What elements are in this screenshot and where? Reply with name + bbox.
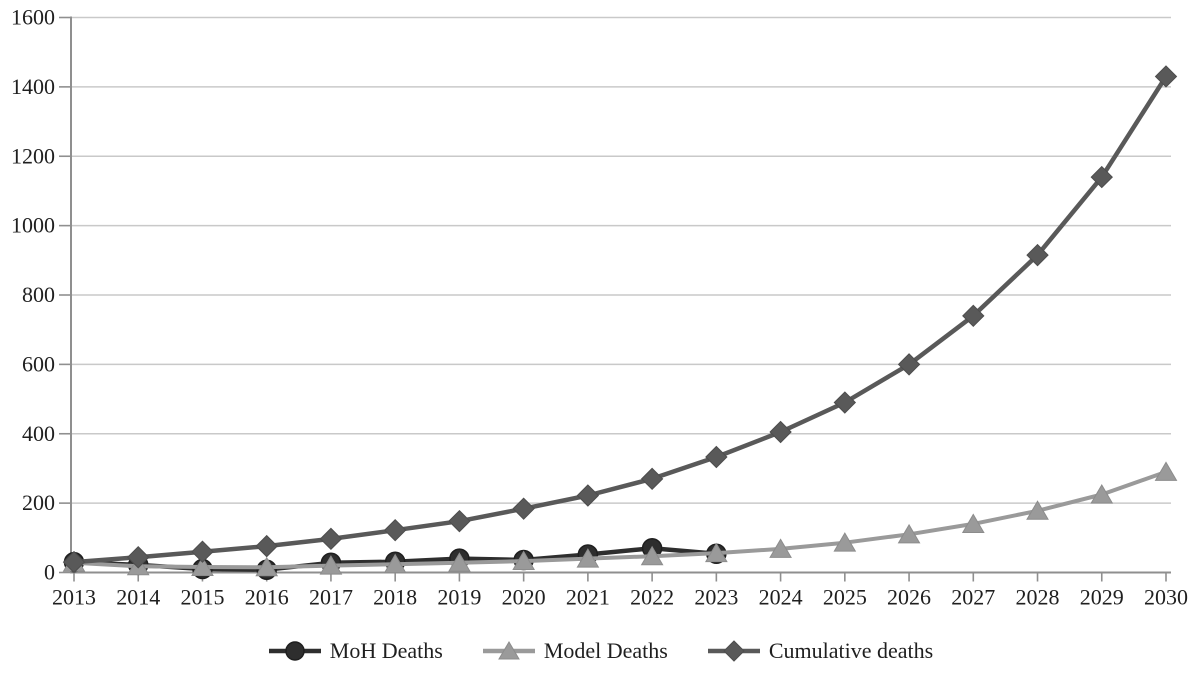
legend-triangle-glyph (497, 641, 520, 660)
point-cumulative-deaths-2021 (576, 484, 600, 507)
y-tick-label-600: 600 (22, 351, 55, 376)
y-tick-label-1400: 1400 (11, 74, 55, 99)
legend-diamond-glyph (723, 640, 745, 662)
point-cumulative-deaths-2023 (705, 445, 728, 469)
point-model-deaths-2018 (383, 553, 407, 574)
x-tick-label-2018: 2018 (373, 585, 417, 610)
x-tick-label-2021: 2021 (566, 585, 610, 610)
legend-label-cumulative-deaths: Cumulative deaths (768, 638, 934, 663)
point-model-deaths-2021 (576, 548, 600, 568)
point-cumulative-deaths-2027 (962, 304, 985, 328)
legend-item-cumulative-deaths: Cumulative deaths (706, 638, 933, 664)
legend-circle-glyph (285, 641, 305, 661)
point-cumulative-deaths-2018 (383, 518, 407, 542)
series-line-model-deaths (72, 469, 1168, 570)
y-tick-label-1000: 1000 (11, 213, 55, 238)
point-cumulative-deaths-2029 (1090, 165, 1113, 189)
legend-label-model-deaths: Model Deaths (543, 638, 668, 663)
point-cumulative-deaths-2024 (769, 420, 792, 444)
point-cumulative-deaths-2028 (1026, 243, 1049, 267)
y-tick-label-1200: 1200 (11, 143, 55, 168)
point-cumulative-deaths-2014 (127, 546, 150, 569)
x-tick-label-2028: 2028 (1016, 585, 1060, 610)
y-tick-label-1600: 1600 (11, 5, 55, 30)
moh-deaths-circle-marker-icon (268, 641, 321, 661)
y-tick-label-0: 0 (44, 560, 55, 585)
legend-label-moh-deaths: MoH Deaths (329, 638, 443, 663)
point-model-deaths-2028 (1026, 500, 1049, 520)
x-tick-label-2025: 2025 (823, 585, 867, 610)
x-tick-label-2024: 2024 (759, 585, 803, 610)
point-model-deaths-2027 (961, 513, 985, 533)
point-model-deaths-2015 (191, 556, 214, 576)
x-tick-label-2022: 2022 (630, 585, 674, 610)
point-model-deaths-2023 (704, 542, 728, 563)
y-tick-label-200: 200 (22, 490, 55, 515)
point-cumulative-deaths-2015 (191, 540, 214, 563)
point-model-deaths-2029 (1090, 483, 1114, 504)
point-cumulative-deaths-2013 (62, 550, 86, 574)
x-tick-label-2027: 2027 (951, 585, 995, 610)
x-tick-label-2020: 2020 (502, 585, 546, 610)
x-tick-label-2023: 2023 (694, 585, 738, 610)
point-model-deaths-2030 (1154, 461, 1178, 481)
x-tick-label-2026: 2026 (887, 585, 931, 610)
point-model-deaths-2017 (319, 555, 343, 575)
chart-legend: MoH Deaths Model Deaths Cumulative death… (0, 633, 1200, 669)
point-cumulative-deaths-2022 (640, 467, 664, 491)
x-tick-label-2015: 2015 (180, 585, 224, 610)
y-tick-label-800: 800 (22, 282, 55, 307)
point-cumulative-deaths-2026 (897, 353, 921, 376)
y-tick-label-400: 400 (22, 421, 55, 446)
point-model-deaths-2019 (448, 552, 471, 572)
point-cumulative-deaths-2017 (319, 527, 343, 551)
x-tick-label-2019: 2019 (437, 585, 481, 610)
point-model-deaths-2025 (833, 532, 857, 552)
x-tick-label-2013: 2013 (52, 585, 96, 610)
x-tick-label-2016: 2016 (245, 585, 289, 610)
x-tick-label-2030: 2030 (1144, 585, 1188, 610)
point-cumulative-deaths-2030 (1154, 65, 1178, 88)
point-cumulative-deaths-2025 (833, 391, 857, 414)
series-line-cumulative-deaths (71, 74, 1169, 565)
point-cumulative-deaths-2016 (255, 534, 278, 558)
point-model-deaths-2020 (512, 550, 536, 571)
x-tick-label-2014: 2014 (116, 585, 160, 610)
x-tick-label-2029: 2029 (1080, 585, 1124, 610)
cumulative-deaths-diamond-marker-icon (707, 640, 760, 662)
point-cumulative-deaths-2020 (512, 497, 535, 520)
point-model-deaths-2022 (640, 545, 664, 566)
legend-item-moh-deaths: MoH Deaths (267, 638, 443, 664)
model-deaths-triangle-marker-icon (482, 641, 535, 660)
point-cumulative-deaths-2019 (448, 509, 471, 533)
point-model-deaths-2026 (897, 523, 921, 544)
point-model-deaths-2016 (255, 556, 279, 577)
legend-item-model-deaths: Model Deaths (481, 638, 668, 664)
point-model-deaths-2024 (769, 538, 792, 558)
x-tick-label-2017: 2017 (309, 585, 353, 610)
